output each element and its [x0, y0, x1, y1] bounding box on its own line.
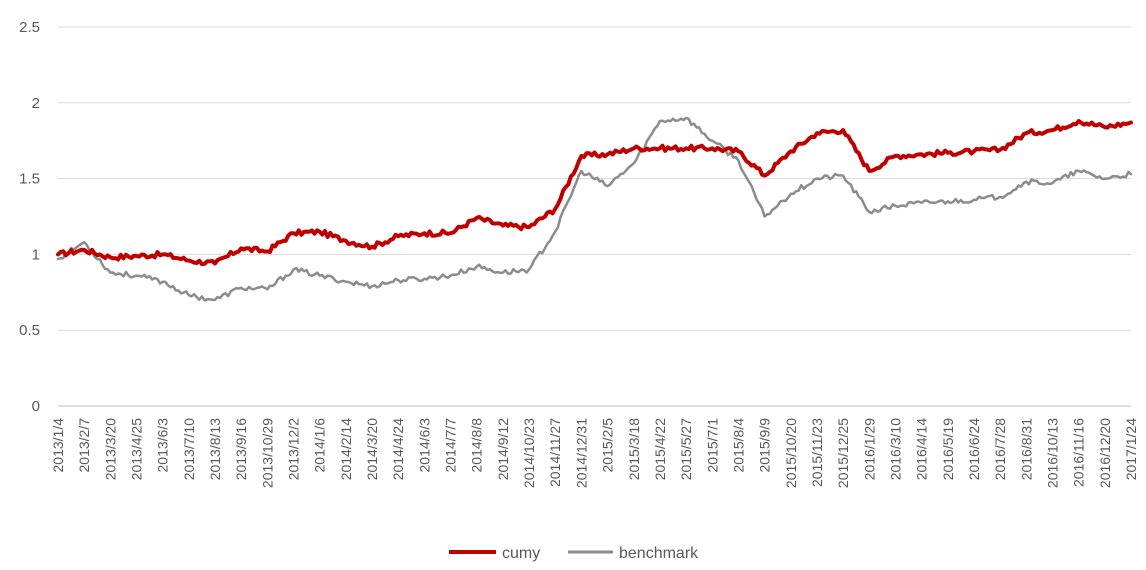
x-tick-label: 2013/3/20	[102, 418, 118, 480]
series-line-benchmark	[56, 116, 1133, 302]
x-tick-label: 2014/9/12	[495, 418, 511, 480]
x-tick-label: 2016/3/10	[887, 418, 903, 480]
legend-label-cumy: cumy	[502, 545, 540, 562]
x-tick-label: 2014/8/8	[469, 418, 485, 473]
series-line-cumy	[56, 119, 1133, 267]
x-tick-label: 2014/7/7	[443, 418, 459, 473]
x-axis: 2013/1/4 2013/2/7 2013/3/20 2013/4/25 2013/6…	[50, 418, 1139, 488]
legend: cumy benchmark	[449, 545, 699, 562]
x-tick-label: 2015/7/1	[704, 418, 720, 473]
x-tick-label: 2015/8/4	[730, 418, 746, 473]
x-tick-label: 2013/9/16	[233, 418, 249, 480]
x-tick-label: 2013/8/13	[207, 418, 223, 480]
series-lines	[56, 116, 1133, 302]
x-tick-label: 2014/3/20	[364, 418, 380, 480]
x-tick-label: 2014/4/24	[390, 418, 406, 480]
x-tick-label: 2015/11/23	[809, 418, 825, 487]
x-tick-label: 2015/2/5	[600, 418, 616, 473]
y-tick-label: 0.5	[19, 322, 40, 339]
x-tick-label: 2015/9/9	[757, 418, 773, 473]
x-tick-label: 2014/2/14	[338, 418, 354, 480]
x-tick-label: 2016/7/28	[992, 418, 1008, 480]
x-tick-label: 2016/10/13	[1044, 418, 1060, 488]
x-tick-label: 2014/6/3	[416, 418, 432, 473]
x-tick-label: 2015/3/18	[626, 418, 642, 480]
x-tick-label: 2013/7/10	[181, 418, 197, 480]
x-tick-label: 2015/5/27	[678, 418, 694, 480]
y-tick-label: 1	[32, 246, 40, 263]
y-tick-label: 2	[32, 95, 40, 112]
x-tick-label: 2013/12/2	[286, 418, 302, 480]
legend-label-benchmark: benchmark	[619, 545, 699, 562]
x-tick-label: 2015/4/22	[652, 418, 668, 480]
x-tick-label: 2016/11/16	[1071, 418, 1087, 487]
x-tick-label: 2013/4/25	[129, 418, 145, 480]
x-tick-label: 2014/1/6	[312, 418, 328, 473]
x-tick-label: 2016/6/24	[966, 418, 982, 480]
y-tick-label: 2.5	[19, 19, 40, 36]
x-tick-label: 2015/12/25	[835, 418, 851, 488]
x-tick-label: 2015/10/20	[783, 418, 799, 488]
x-tick-label: 2016/1/29	[861, 418, 877, 480]
x-tick-label: 2014/11/27	[547, 418, 563, 487]
x-tick-label: 2017/1/24	[1123, 418, 1139, 480]
x-tick-label: 2013/2/7	[76, 418, 92, 473]
gridlines	[58, 26, 1131, 407]
x-tick-label: 2013/10/29	[259, 418, 275, 488]
x-tick-label: 2016/5/19	[940, 418, 956, 480]
x-tick-label: 2013/6/3	[155, 418, 171, 473]
y-axis: 0 0.5 1 1.5 2 2.5	[19, 19, 40, 415]
y-tick-label: 0	[32, 398, 40, 415]
x-tick-label: 2013/1/4	[50, 418, 66, 473]
x-tick-label: 2016/8/31	[1018, 418, 1034, 480]
y-tick-label: 1.5	[19, 171, 40, 188]
x-tick-label: 2016/4/14	[914, 418, 930, 480]
x-tick-label: 2016/12/20	[1097, 418, 1113, 488]
x-tick-label: 2014/12/31	[573, 418, 589, 488]
x-tick-label: 2014/10/23	[521, 418, 537, 488]
